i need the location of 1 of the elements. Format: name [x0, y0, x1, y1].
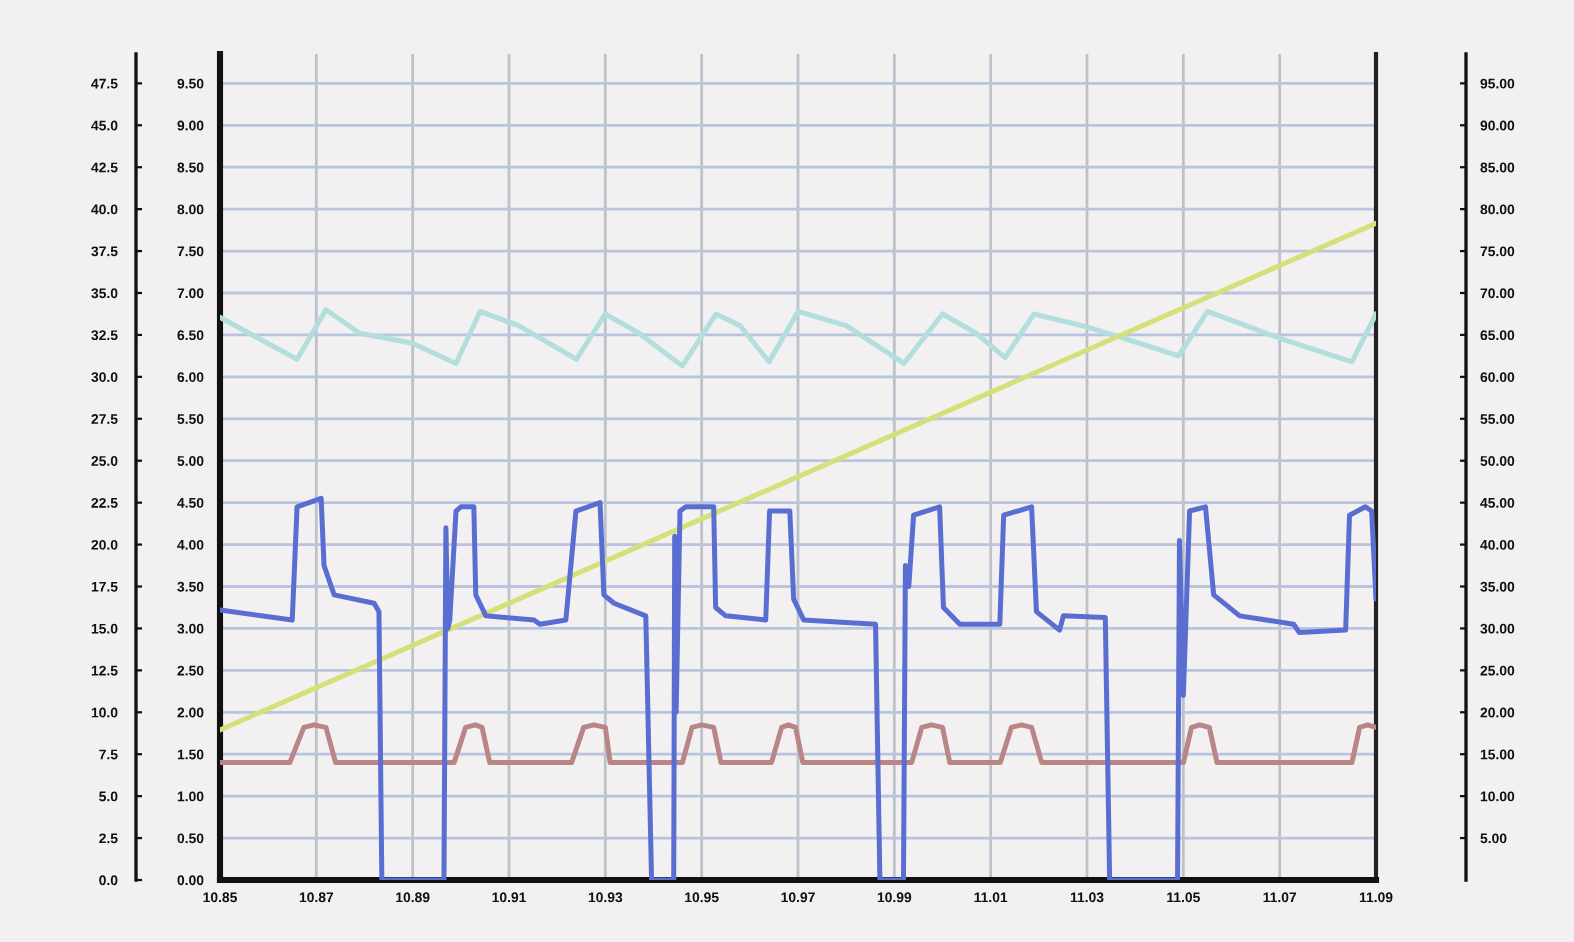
line-series [220, 307, 1376, 369]
